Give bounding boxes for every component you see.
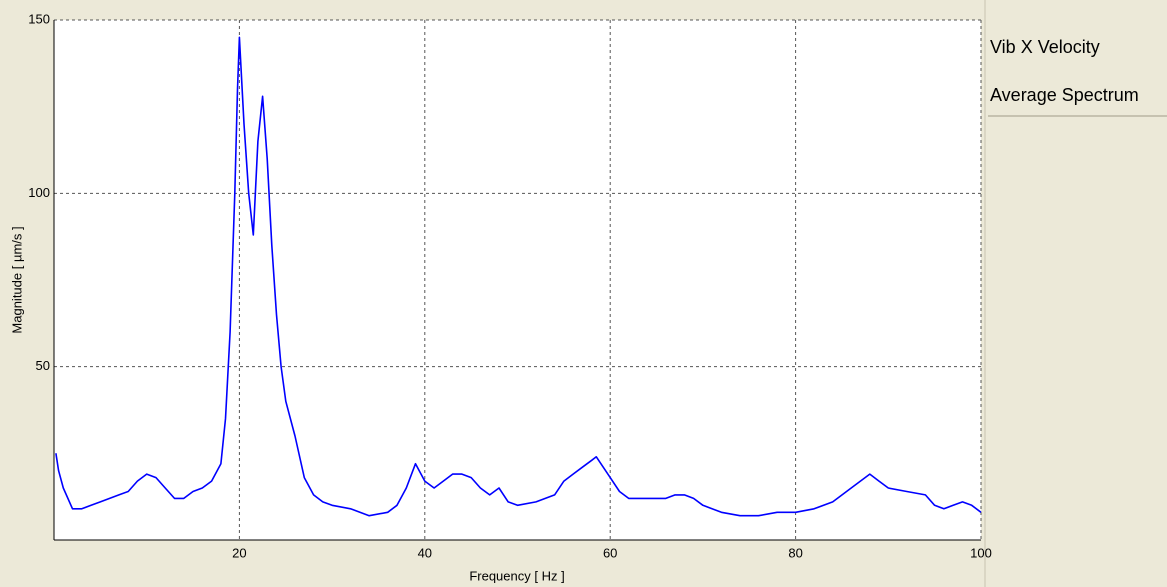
y-axis-label: Magnitude [ µm/s ] [9, 226, 24, 333]
y-tick-label: 50 [36, 358, 50, 373]
chart-title: Vib X Velocity [990, 37, 1100, 57]
x-tick-label: 40 [418, 545, 432, 560]
plot-area [54, 20, 981, 540]
chart-subtitle: Average Spectrum [990, 85, 1139, 105]
x-tick-label: 20 [232, 545, 246, 560]
y-tick-label: 100 [28, 185, 50, 200]
x-tick-label: 80 [788, 545, 802, 560]
y-tick-label: 150 [28, 11, 50, 26]
spectrum-line [55, 36, 982, 517]
x-axis-label: Frequency [ Hz ] [469, 568, 564, 583]
x-tick-label: 100 [970, 545, 992, 560]
x-tick-label: 60 [603, 545, 617, 560]
